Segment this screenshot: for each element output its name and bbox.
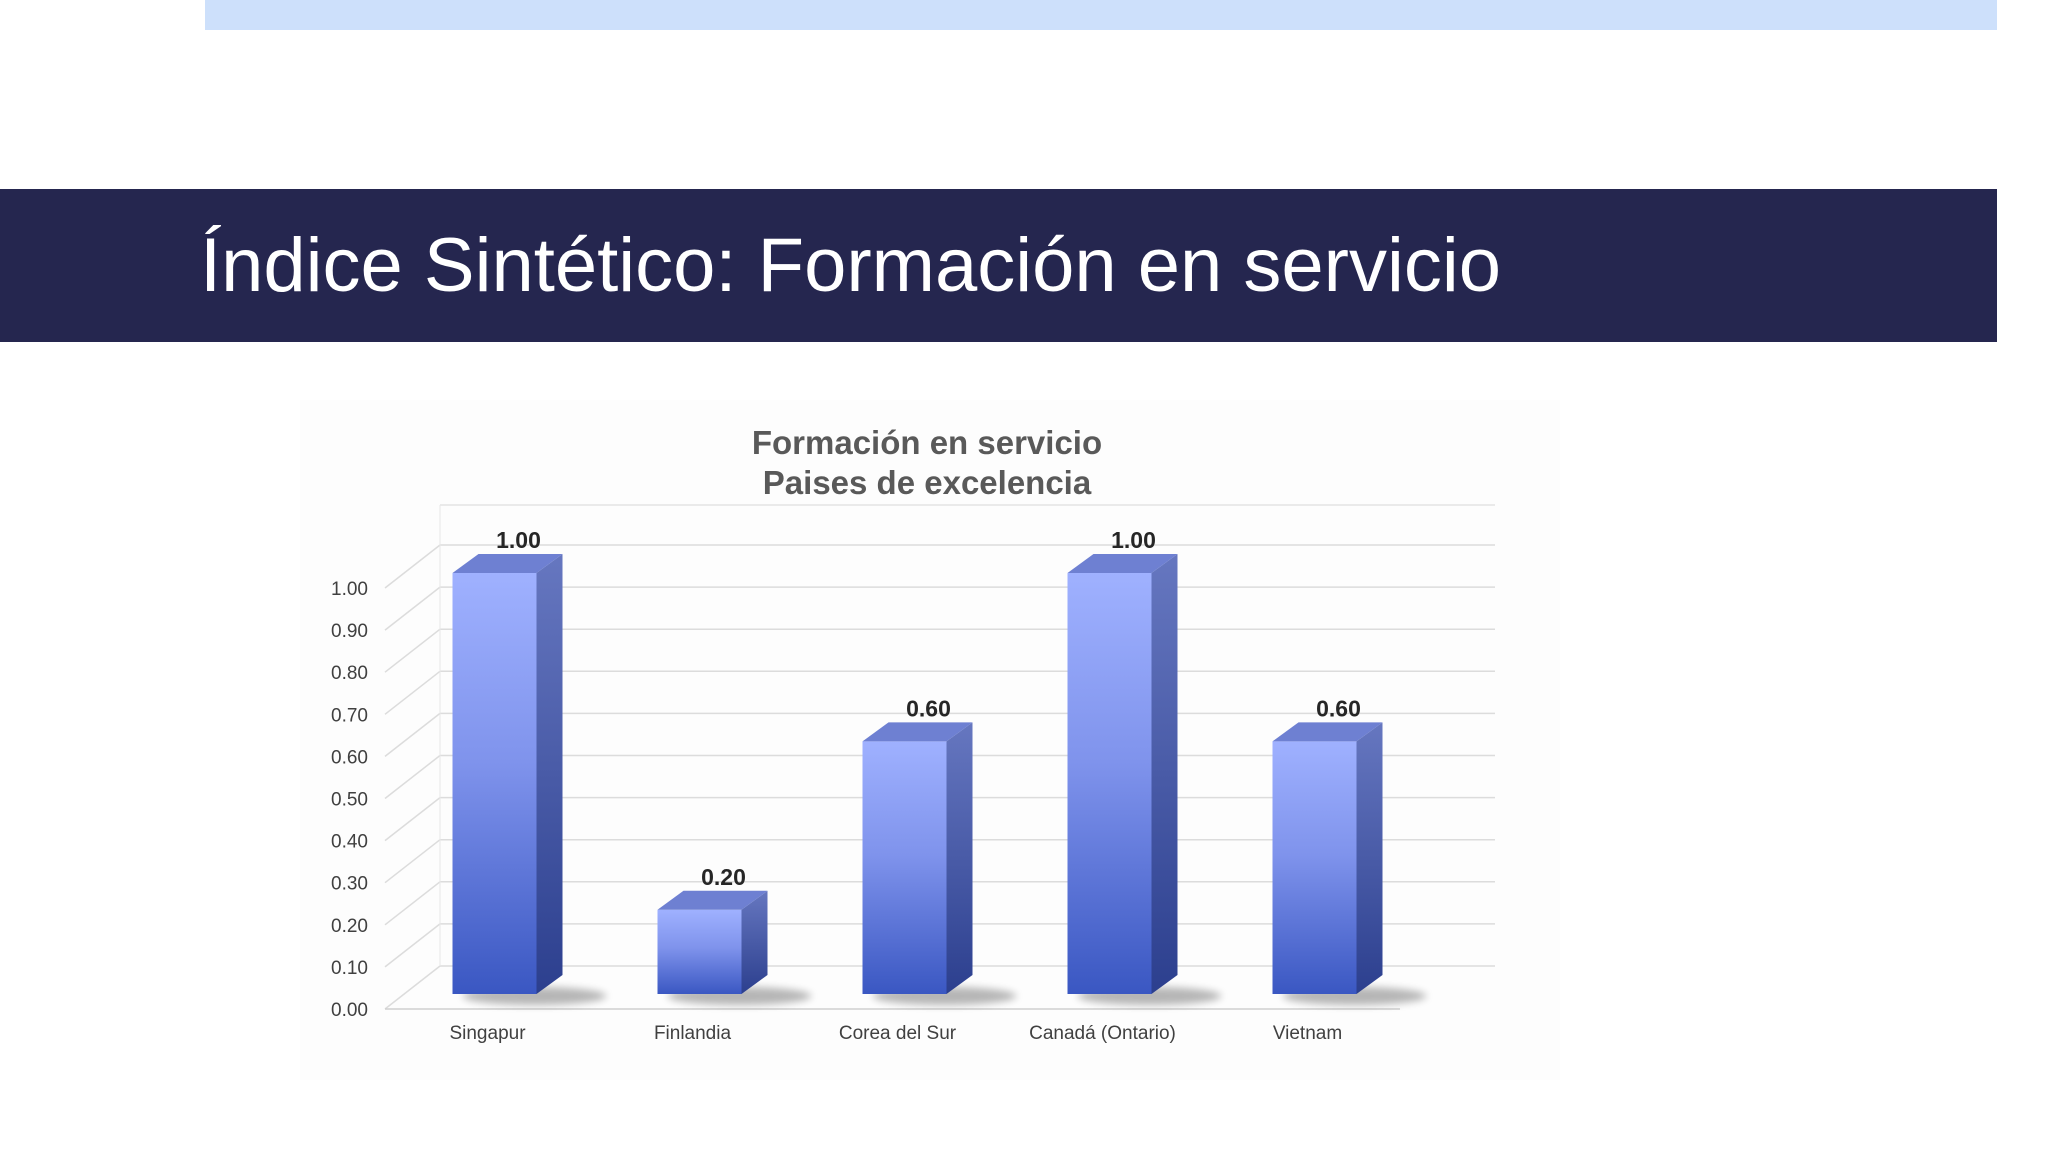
bar-side	[1151, 554, 1178, 994]
bars	[452, 554, 1427, 1005]
data-label: 0.60	[906, 695, 951, 721]
gridline-diagonal	[384, 754, 441, 800]
category-label: Singapur	[449, 1023, 526, 1044]
y-tick-label: 0.10	[331, 958, 368, 979]
gridline-diagonal	[384, 881, 441, 926]
bar-top	[1272, 722, 1383, 742]
category-label: Vietnam	[1273, 1023, 1342, 1044]
bar-top	[862, 722, 973, 742]
y-axis-ticks: 0.00 0.10 0.20 0.30 0.40 0.50 0.60 0.70 0.80 0.90…	[331, 579, 368, 1021]
bar-side	[946, 722, 973, 994]
bar-side	[1356, 722, 1383, 994]
bar-top	[452, 554, 563, 573]
bar-top	[657, 890, 768, 910]
chart-title-line-1: Formación en servicio	[752, 424, 1102, 461]
y-tick-label: 0.80	[331, 663, 368, 684]
bar-side	[536, 554, 563, 994]
y-tick-label: 0.00	[331, 1000, 368, 1021]
category-label: Corea del Sur	[839, 1023, 957, 1044]
data-label: 0.60	[1316, 695, 1361, 721]
gridline-diagonal	[384, 544, 441, 589]
slide-title: Índice Sintético: Formación en servicio	[200, 223, 1502, 308]
bar-side	[741, 890, 768, 994]
gridline-diagonal	[384, 628, 441, 673]
bar-front	[862, 741, 947, 994]
y-tick-label: 0.20	[331, 916, 368, 937]
y-tick-label: 0.30	[331, 874, 368, 895]
y-tick-label: 0.90	[331, 621, 368, 642]
y-tick-label: 0.40	[331, 832, 368, 853]
gridline-diagonal	[384, 923, 441, 968]
y-tick-label: 0.70	[331, 705, 368, 726]
y-tick-label: 1.00	[331, 579, 368, 600]
category-label: Canadá (Ontario)	[1029, 1023, 1176, 1044]
bar-chart: Formación en servicio Paises de excelenc…	[331, 424, 1495, 1044]
gridline-diagonal	[384, 965, 441, 1010]
category-label: Finlandia	[654, 1023, 732, 1044]
gridline-diagonal	[384, 670, 441, 715]
bar-front	[1067, 573, 1152, 994]
y-tick-label: 0.50	[331, 790, 368, 811]
bar-front	[452, 573, 537, 994]
chart-area: Formación en servicio Paises de excelenc…	[300, 400, 1560, 1080]
gridline-diagonal	[384, 712, 441, 757]
bar-top	[1067, 554, 1178, 573]
gridline-diagonal	[384, 797, 441, 842]
data-label: 1.00	[496, 527, 541, 553]
bar-front	[1272, 741, 1357, 994]
data-label: 1.00	[1111, 527, 1156, 553]
top-accent-band	[205, 0, 1997, 30]
title-bar	[0, 189, 1997, 342]
data-label: 0.20	[701, 864, 746, 890]
category-labels: Singapur Finlandia Corea del Sur Canadá (On…	[449, 1023, 1342, 1044]
chart-title-line-2: Paises de excelencia	[763, 464, 1092, 501]
gridline-diagonal	[384, 586, 441, 631]
gridline-diagonal	[384, 839, 441, 884]
y-tick-label: 0.60	[331, 747, 368, 768]
bar-front	[657, 909, 742, 994]
data-labels: 1.00 0.20 0.60 1.00 0.60	[496, 527, 1361, 890]
